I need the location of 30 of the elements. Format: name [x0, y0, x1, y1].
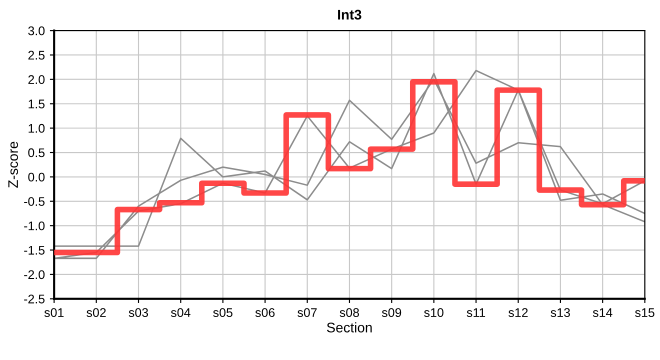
y-tick-label: 0.0 — [28, 172, 45, 182]
y-tick-label: -2.5 — [24, 294, 45, 304]
y-tick-label: 1.5 — [28, 100, 45, 108]
y-tick-label: 2.5 — [28, 50, 45, 60]
y-tick-label: -0.5 — [24, 197, 45, 206]
x-tick-label: s02 — [86, 308, 106, 318]
x-tick-label: s09 — [382, 308, 402, 318]
x-tick-label: s14 — [592, 308, 612, 318]
y-tick-label: 1.0 — [28, 124, 45, 133]
y-tick-label: 3.0 — [28, 26, 45, 36]
x-tick-label: s05 — [213, 308, 232, 318]
y-axis-title: Z-score — [8, 142, 18, 188]
y-tick-label: -1.0 — [24, 221, 45, 230]
x-tick-label: s12 — [508, 308, 528, 318]
x-tick-label: s13 — [550, 308, 570, 318]
y-tick-label: 2.0 — [28, 75, 45, 84]
x-axis-title: Section — [326, 322, 372, 332]
y-tick-label: 0.5 — [28, 148, 45, 158]
x-tick-label: s07 — [298, 308, 317, 318]
x-tick-label: s15 — [635, 308, 654, 318]
chart-title: Int3 — [338, 10, 362, 20]
x-tick-label: s03 — [128, 308, 148, 318]
y-tick-label: -1.5 — [24, 246, 45, 255]
x-tick-label: s10 — [424, 308, 444, 318]
x-tick-label: s06 — [255, 308, 275, 318]
x-tick-label: s11 — [466, 308, 486, 318]
x-tick-label: s04 — [170, 308, 190, 318]
x-tick-label: s01 — [44, 308, 64, 318]
y-tick-label: -2.0 — [24, 270, 45, 280]
x-tick-label: s08 — [340, 308, 360, 318]
